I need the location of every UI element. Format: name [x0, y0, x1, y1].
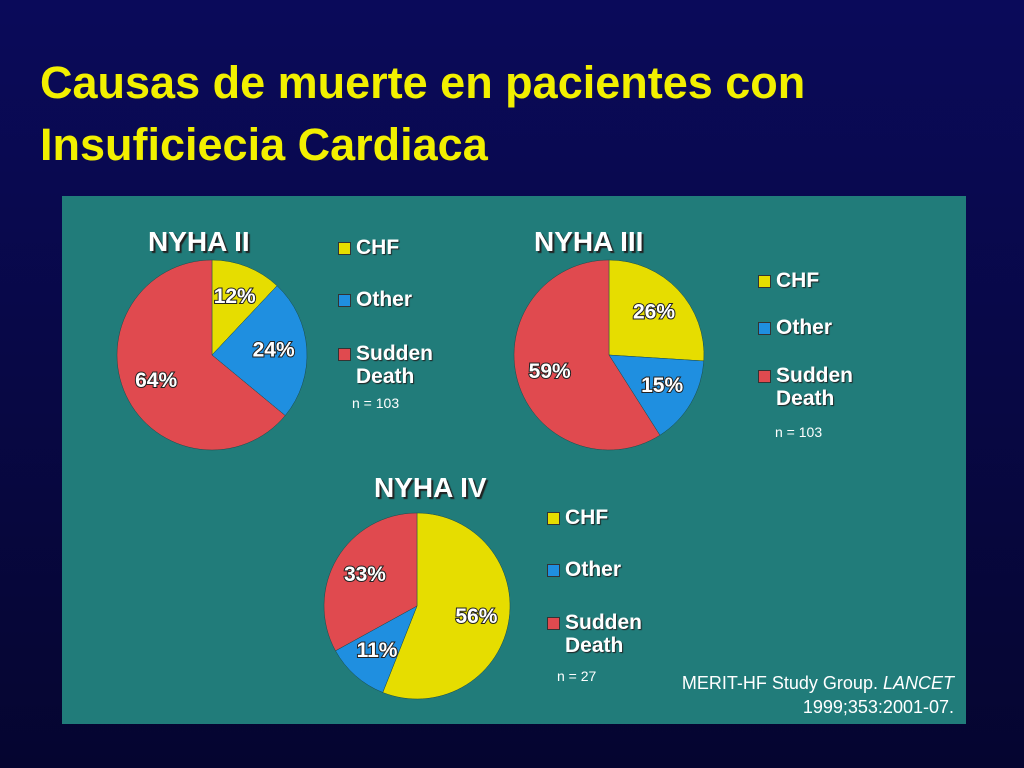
sample-size: n = 103 [775, 424, 823, 440]
legend-swatch [338, 242, 351, 255]
legend-label: Other [776, 316, 833, 339]
legend-label: Sudden Death [565, 611, 642, 657]
pie-slice [211, 285, 308, 416]
slice-label: 59% [529, 360, 571, 383]
pie-slice [116, 259, 286, 451]
pie-slice [608, 354, 705, 436]
slice-label: 64% [135, 369, 177, 392]
legend-swatch [758, 370, 771, 383]
pie-slice [382, 512, 511, 700]
slice-label: 12% [214, 285, 256, 308]
pie-title: NYHA III [534, 226, 644, 257]
pie-slice [211, 259, 278, 356]
legend-label: CHF [776, 269, 820, 292]
legend-swatch [547, 564, 560, 577]
legend-label: Other [356, 288, 413, 311]
pie-slice [513, 259, 661, 451]
slice-label: 26% [633, 300, 675, 323]
legend-label: Sudden Death [356, 342, 433, 388]
legend-swatch [758, 322, 771, 335]
citation-authors: MERIT-HF Study Group. [681, 673, 878, 693]
citation-journal: LANCET [882, 673, 954, 693]
sample-size: n = 103 [352, 395, 400, 411]
pie-slice [323, 512, 418, 652]
legend-swatch [547, 617, 560, 630]
slice-label: 15% [641, 374, 683, 397]
slice-label: 11% [357, 639, 398, 662]
slide-title: Causas de muerte en pacientes con Insufi… [40, 57, 806, 170]
legend-label: Sudden Death [776, 364, 853, 410]
legend-label: Other [565, 558, 622, 581]
citation-ref: 1999;353:2001-07. [802, 697, 954, 717]
citation: MERIT-HF Study Group. LANCET [682, 673, 954, 694]
slice-label: 33% [344, 563, 386, 586]
pie-title: NYHA IV [374, 472, 487, 503]
legend-swatch [338, 294, 351, 307]
legend-label: CHF [565, 506, 609, 529]
legend-swatch [758, 275, 771, 288]
legend-swatch [547, 512, 560, 525]
slice-label: 24% [253, 339, 295, 362]
pie-title: NYHA II [148, 226, 250, 257]
pie-slice [608, 259, 705, 362]
legend-swatch [338, 348, 351, 361]
sample-size: n = 27 [557, 668, 597, 684]
slice-label: 56% [455, 605, 497, 628]
legend-label: CHF [356, 236, 400, 259]
